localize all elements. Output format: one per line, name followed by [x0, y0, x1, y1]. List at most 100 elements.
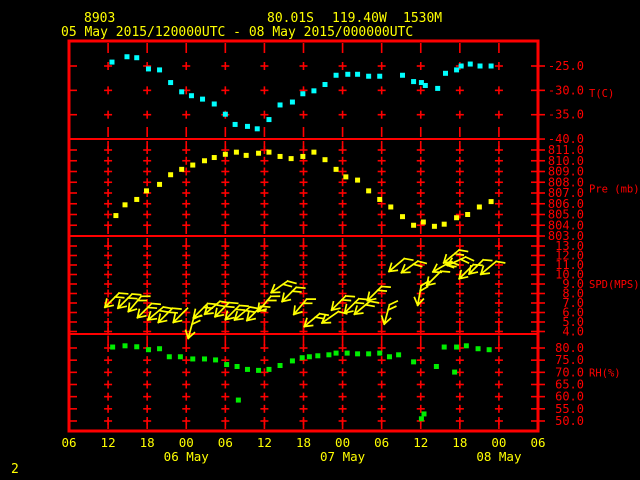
rh-data-point [244, 366, 250, 372]
rh-data-point [486, 347, 492, 353]
wind-barb [203, 300, 230, 316]
temp-data-point [277, 102, 283, 108]
temp-data-point [435, 85, 441, 91]
station-id: 8903 [84, 11, 116, 26]
pres-data-point [168, 172, 174, 178]
pres-data-point [233, 149, 239, 155]
rh-data-point [333, 350, 339, 356]
wind-barb [467, 258, 493, 276]
y-tick-label: 804.0 [548, 218, 584, 232]
wind-barb [270, 279, 297, 294]
pres-data-point [122, 202, 128, 208]
wind-barb [458, 263, 483, 280]
y-tick-label: 70.0 [555, 365, 584, 379]
x-tick-label: 00 [335, 435, 350, 450]
wind-barb [446, 255, 475, 268]
rh-data-point [463, 343, 469, 349]
y-tick-label: 11.0 [555, 258, 584, 272]
wind-barb [184, 314, 203, 340]
wind-barb [442, 248, 469, 265]
temp-data-point [458, 63, 464, 69]
rh-data-point [110, 344, 116, 350]
pres-data-point [288, 156, 294, 162]
temp-data-point [366, 73, 372, 79]
temp-data-point [377, 73, 383, 79]
x-tick-label: 12 [101, 435, 116, 450]
wind-barb [479, 260, 506, 276]
x-tick-label: 12 [257, 435, 272, 450]
x-tick-label: 00 [491, 435, 506, 450]
wind-barb [413, 280, 430, 307]
wind-barb [431, 260, 460, 274]
wind-barb [366, 285, 391, 302]
y-tick-label: 8.0 [562, 287, 584, 301]
rh-data-point [277, 363, 283, 369]
rh-data-point [326, 352, 332, 358]
temp-data-point [232, 121, 238, 127]
x-tick-label: 18 [140, 435, 155, 450]
temp-data-point [443, 70, 449, 76]
rh-data-point [452, 369, 458, 375]
station-latitude: 80.01S [267, 11, 314, 26]
wind-barb [103, 291, 129, 309]
wind-barb [256, 295, 281, 313]
x-tick-label: 18 [296, 435, 311, 450]
temp-data-point [289, 99, 295, 105]
rh-data-point [234, 363, 240, 369]
pres-data-point [322, 157, 328, 163]
wind-barb [380, 299, 399, 326]
wind-barb [172, 307, 189, 324]
temp-data-point [300, 91, 306, 97]
wind-barb [303, 312, 330, 328]
rh-data-point [454, 344, 460, 350]
pres-data-point [465, 212, 471, 217]
y-tick-label: 65.0 [555, 377, 584, 391]
pres-data-point [431, 223, 437, 229]
rh-data-point [344, 350, 350, 356]
y-tick-label: 6.0 [562, 306, 584, 320]
station-elevation: 1530M [403, 11, 443, 26]
wind-barb [320, 310, 348, 325]
pres-data-point [179, 166, 185, 172]
rh-data-point [433, 363, 439, 369]
wind-barb [343, 297, 369, 315]
y-tick-label: 13.0 [555, 239, 584, 253]
rh-data-point [386, 354, 392, 360]
temp-data-point [157, 67, 163, 73]
y-tick-label: 60.0 [555, 390, 584, 404]
temp-data-point [477, 63, 483, 69]
wind-barb [330, 294, 356, 312]
y-tick-label: 55.0 [555, 402, 584, 416]
rh-data-point [289, 358, 295, 364]
temp-data-point [355, 71, 361, 77]
y-tick-label: 807.0 [548, 186, 584, 200]
pres-data-point [388, 204, 394, 210]
pres-data-point [343, 174, 349, 180]
temp-data-point [109, 59, 115, 65]
y-tick-label: 4.0 [562, 325, 584, 339]
panel-unit-label: Pre (mb) [589, 184, 640, 196]
y-tick-label: -30.0 [548, 83, 584, 97]
pres-data-point [454, 215, 460, 221]
temp-data-point [244, 123, 250, 129]
temp-data-point [254, 126, 260, 132]
temp-data-point [333, 72, 339, 78]
pres-data-point [256, 150, 262, 156]
rh-data-point [213, 357, 219, 363]
x-tick-label: 18 [452, 435, 467, 450]
y-tick-label: 80.0 [555, 341, 584, 355]
wind-barb [425, 270, 451, 287]
rh-data-point [256, 367, 262, 373]
pres-data-point [266, 149, 272, 155]
wind-barb [292, 297, 317, 316]
temp-data-point [266, 117, 272, 123]
rh-data-point [411, 359, 417, 365]
rh-data-point [315, 353, 321, 359]
wind-barb [400, 259, 428, 274]
rh-data-point [396, 352, 402, 358]
wind-barb [127, 295, 151, 313]
x-axis-labels: 06 12 18 00 06 12 18 00 06 12 18 00 06 06 May 07 May 08… [61, 435, 545, 464]
rh-data-point [418, 416, 424, 422]
wind-barb [224, 304, 249, 321]
